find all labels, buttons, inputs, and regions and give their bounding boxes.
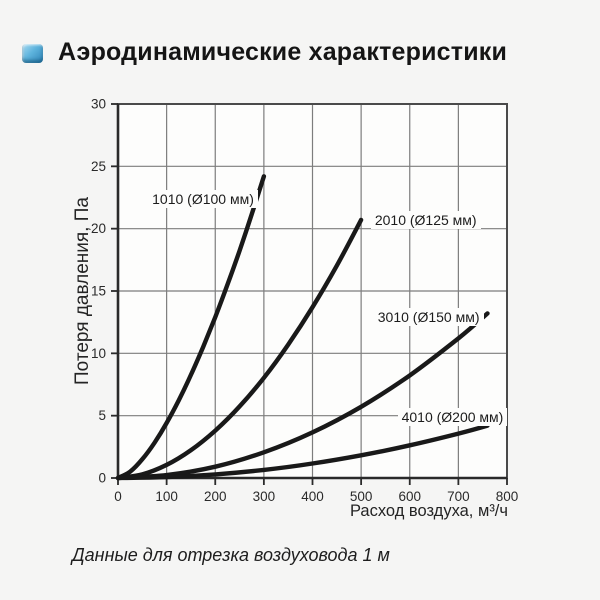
y-tick-label: 15 xyxy=(91,284,106,299)
curve-label-1010: 1010 (Ø100 мм) xyxy=(148,189,258,208)
curve-label-3010: 3010 (Ø150 мм) xyxy=(373,308,484,327)
y-tick-label: 30 xyxy=(91,97,106,112)
x-tick-label: 200 xyxy=(204,489,227,504)
y-tick-label: 20 xyxy=(91,221,106,236)
curve-3010 xyxy=(115,311,490,481)
y-tick-label: 0 xyxy=(98,471,106,486)
x-tick-label: 500 xyxy=(350,489,373,504)
x-tick-label: 0 xyxy=(114,489,122,504)
plot-area: 0 5 10 15 20 25 30 0 100 200 300 400 500 600 700 800 101… xyxy=(91,97,518,505)
y-tick-label: 10 xyxy=(91,346,106,361)
x-tick-label: 400 xyxy=(301,489,324,504)
y-tick-label: 25 xyxy=(91,159,106,174)
x-axis-title: Расход воздуха, м³/ч xyxy=(349,502,508,520)
page-title: Аэродинамические характеристики xyxy=(58,38,508,66)
bullet-icon xyxy=(22,44,43,63)
curve-label-2010: 2010 (Ø125 мм) xyxy=(370,210,481,229)
x-tick-label: 600 xyxy=(398,489,421,504)
x-tick-label: 300 xyxy=(253,489,276,504)
y-tick-label: 5 xyxy=(98,408,106,423)
curve-label-4010: 4010 (Ø200 мм) xyxy=(397,408,508,427)
x-tick-label: 100 xyxy=(155,489,178,504)
caption: Данные для отрезка воздуховода 1 м xyxy=(72,545,390,565)
curve-1010 xyxy=(115,174,267,481)
x-tick-label: 700 xyxy=(447,489,470,504)
curve-2010 xyxy=(115,217,364,481)
curve-4010 xyxy=(115,423,490,481)
header: Аэродинамические характеристики xyxy=(22,38,507,67)
x-tick-label: 800 xyxy=(496,489,519,504)
